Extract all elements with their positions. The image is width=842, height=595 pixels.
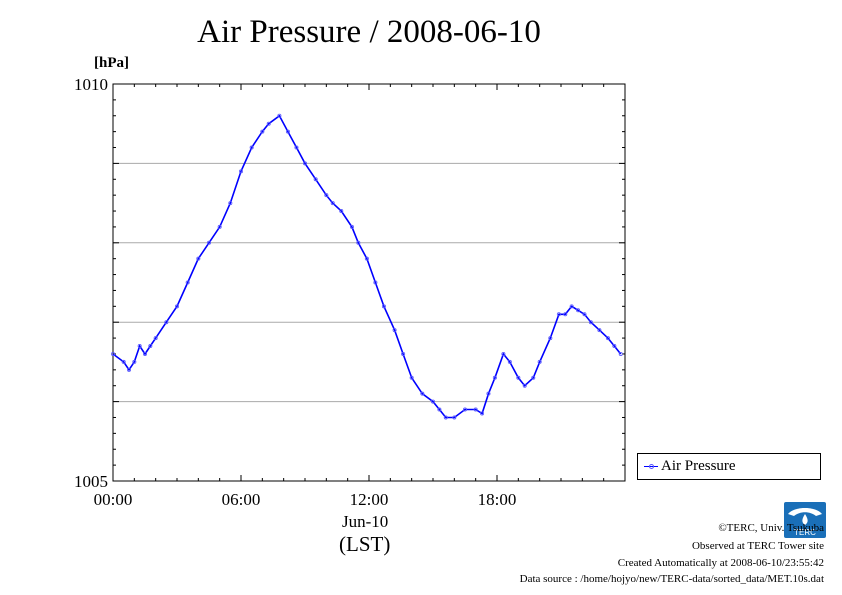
data-point bbox=[277, 113, 282, 118]
x-tick-label: 06:00 bbox=[222, 490, 261, 509]
data-point bbox=[121, 359, 126, 364]
data-point bbox=[206, 240, 211, 245]
data-point bbox=[294, 145, 299, 150]
data-point bbox=[437, 407, 442, 412]
data-point bbox=[285, 129, 290, 134]
data-point bbox=[302, 161, 307, 166]
series-line bbox=[112, 114, 622, 419]
x-axis-timezone-label: (LST) bbox=[339, 532, 391, 556]
data-point bbox=[576, 308, 581, 313]
data-point bbox=[452, 415, 457, 420]
x-axis-date-label: Jun-10 bbox=[342, 512, 389, 531]
data-point bbox=[473, 407, 478, 412]
data-point bbox=[238, 169, 243, 174]
data-point bbox=[537, 359, 542, 364]
data-point bbox=[127, 367, 132, 372]
data-point bbox=[492, 375, 497, 380]
data-point bbox=[148, 344, 153, 349]
data-point bbox=[373, 280, 378, 285]
data-point bbox=[462, 407, 467, 412]
data-point bbox=[612, 344, 617, 349]
data-point bbox=[185, 280, 190, 285]
data-point bbox=[164, 320, 169, 325]
credit-source: Data source : /home/hojyo/new/TERC-data/… bbox=[519, 573, 824, 585]
data-point bbox=[569, 304, 574, 309]
terc-logo-icon: TERC bbox=[784, 502, 826, 538]
plot-frame bbox=[112, 83, 626, 482]
data-point bbox=[330, 201, 335, 206]
data-point bbox=[111, 351, 116, 356]
data-point bbox=[132, 359, 137, 364]
x-tick-label: 00:00 bbox=[94, 490, 133, 509]
data-point bbox=[507, 359, 512, 364]
data-point bbox=[443, 415, 448, 420]
data-point bbox=[618, 351, 623, 356]
data-point bbox=[597, 328, 602, 333]
data-point bbox=[217, 224, 222, 229]
data-point bbox=[501, 351, 506, 356]
x-tick-label: 12:00 bbox=[350, 490, 389, 509]
x-tick-label: 18:00 bbox=[478, 490, 517, 509]
data-point bbox=[324, 193, 329, 198]
credit-copyright: ©TERC, Univ. Tsukuba bbox=[718, 522, 824, 534]
data-point bbox=[228, 201, 233, 206]
data-point bbox=[339, 209, 344, 214]
data-point bbox=[356, 240, 361, 245]
data-point bbox=[409, 375, 414, 380]
data-point bbox=[556, 312, 561, 317]
data-point bbox=[420, 391, 425, 396]
legend-swatch bbox=[644, 464, 658, 469]
data-point bbox=[516, 375, 521, 380]
data-point bbox=[548, 336, 553, 341]
data-point bbox=[364, 256, 369, 261]
legend-label: Air Pressure bbox=[661, 458, 736, 474]
data-point bbox=[137, 344, 142, 349]
data-point bbox=[582, 312, 587, 317]
data-point bbox=[430, 399, 435, 404]
data-point bbox=[392, 328, 397, 333]
data-point bbox=[563, 312, 568, 317]
data-point bbox=[381, 304, 386, 309]
data-point bbox=[266, 121, 271, 126]
data-point bbox=[531, 375, 536, 380]
data-point bbox=[522, 383, 527, 388]
data-point bbox=[196, 256, 201, 261]
data-point bbox=[349, 224, 354, 229]
logo-text: TERC bbox=[794, 528, 816, 537]
data-point bbox=[142, 351, 147, 356]
data-point bbox=[486, 391, 491, 396]
data-point bbox=[401, 351, 406, 356]
y-axis-unit-label: [hPa] bbox=[94, 55, 129, 71]
data-point bbox=[588, 320, 593, 325]
y-tick-label: 1010 bbox=[74, 75, 108, 94]
legend: Air Pressure bbox=[637, 453, 821, 480]
credit-created: Created Automatically at 2008-06-10/23:5… bbox=[617, 557, 824, 569]
data-point bbox=[260, 129, 265, 134]
data-point bbox=[174, 304, 179, 309]
data-point bbox=[480, 411, 485, 416]
credit-observed: Observed at TERC Tower site bbox=[691, 540, 824, 552]
data-point bbox=[153, 336, 158, 341]
chart-title: Air Pressure / 2008-06-10 bbox=[197, 14, 541, 50]
y-tick-label: 1005 bbox=[74, 472, 108, 491]
data-point bbox=[249, 145, 254, 150]
data-point bbox=[605, 336, 610, 341]
data-point bbox=[313, 177, 318, 182]
